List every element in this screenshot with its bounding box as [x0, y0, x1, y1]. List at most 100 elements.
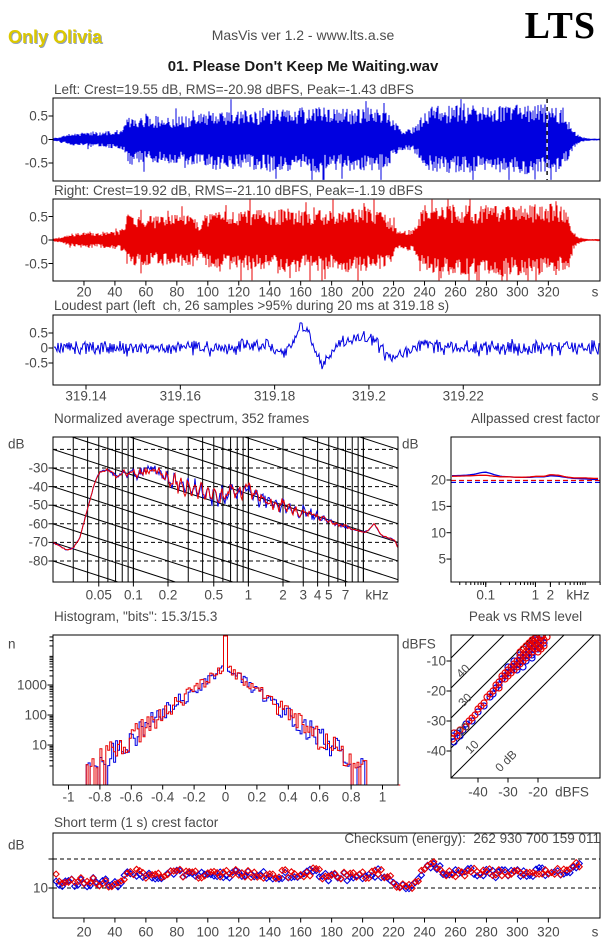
peak-vs-rms-title: Peak vs RMS level [468, 609, 583, 624]
tick-label: 160 [289, 924, 312, 940]
tick-label: -0.2 [182, 789, 206, 805]
histogram-right-steps [52, 635, 401, 786]
tick-label: 200 [351, 924, 374, 940]
peak-rms-point-left [525, 642, 533, 650]
tick-label: -30 [28, 460, 48, 476]
peak-rms-point-right [492, 681, 500, 689]
checksum-value: 262 930 700 159 011 [473, 831, 600, 846]
tick-label: -1 [62, 789, 75, 805]
tick-label: 0 [40, 131, 48, 147]
peak-rms-point-left [468, 717, 476, 725]
tick-label: 2 [546, 587, 555, 603]
tick-label: -0.5 [24, 155, 48, 171]
tick-label: -50 [28, 497, 48, 513]
tick-label: 220 [382, 284, 405, 300]
tick-label: 0 [40, 340, 48, 356]
peak-rms-point-right [526, 640, 535, 649]
app-version-text: MasVis ver 1.2 - www.lts.a.se [211, 27, 395, 43]
tick-label: 160 [289, 284, 312, 300]
peak-rms-point-right [474, 705, 482, 713]
tick-label: 140 [258, 284, 281, 300]
tick-label: -0.4 [151, 789, 175, 805]
tick-label: -60 [28, 516, 48, 532]
tick-label: -40 [28, 478, 48, 494]
peak-rms-point-right [462, 723, 470, 731]
tick-label: 7 [341, 587, 350, 603]
allpassed-ylabel: dB [402, 436, 419, 452]
tick-label: 1 [244, 587, 253, 603]
tick-label: 319.14 [65, 388, 107, 404]
tick-label: 0.1 [123, 587, 143, 603]
tick-label: 20 [76, 924, 92, 940]
tick-label: 319.2 [352, 388, 386, 404]
tick-label: 220 [382, 924, 405, 940]
peak-rms-point-right [465, 717, 473, 725]
tick-label: 280 [475, 924, 498, 940]
tick-label: 20 [430, 472, 446, 488]
short-term-crest-title: Short term (1 s) crest factor [54, 815, 219, 830]
tick-label: -20 [528, 784, 548, 800]
tick-label: -0.5 [24, 255, 48, 271]
tick-label: -0.5 [24, 355, 48, 371]
tick-label: -40 [468, 784, 488, 800]
tick-label: 0.5 [29, 325, 48, 341]
x-unit-label: s [591, 388, 599, 404]
tick-label: 200 [351, 284, 374, 300]
peak-rms-point-left [510, 657, 518, 665]
tick-label: 0.5 [29, 208, 48, 224]
tick-label: -80 [28, 553, 48, 569]
tick-label: 0.4 [278, 789, 298, 805]
tick-label: 5 [324, 587, 333, 603]
tick-label: 5 [438, 551, 446, 567]
app-logo: Only Olivia [8, 27, 103, 47]
peak-rms-point-left [513, 666, 521, 674]
tick-label: 319.22 [442, 388, 484, 404]
peak-rms-point-right [483, 693, 491, 701]
tick-label: 15 [430, 498, 446, 514]
right-waveform-trace [53, 199, 600, 281]
tick-label: -20 [426, 683, 446, 699]
tick-label: 319.16 [159, 388, 201, 404]
tick-label: 300 [506, 284, 529, 300]
tick-label: 180 [320, 284, 343, 300]
allpassed-crest-title: Allpassed crest factor [470, 411, 600, 426]
spectrum-left-trace [53, 464, 398, 551]
tick-label: 180 [320, 924, 343, 940]
tick-label: 240 [413, 924, 436, 940]
tick-label: -30 [498, 784, 518, 800]
tick-label: 1 [531, 587, 540, 603]
tick-label: 40 [107, 924, 123, 940]
peak-rms-point-right [451, 735, 457, 743]
left-waveform-title: Left: Crest=19.55 dB, RMS=-20.98 dBFS, P… [54, 82, 414, 97]
tick-label: 0.05 [85, 587, 112, 603]
tick-label: 0 [40, 232, 48, 248]
tick-label: 0.5 [29, 108, 48, 124]
loudest-part-title: Loudest part (left ch, 26 samples >95% d… [54, 298, 450, 313]
tick-label: 3 [299, 587, 308, 603]
tick-label: 100 [196, 924, 220, 940]
tick-label: 280 [475, 284, 498, 300]
tick-label: -10 [426, 653, 446, 669]
spectrum-right-trace [53, 466, 398, 551]
tick-label: -70 [28, 534, 48, 550]
tick-label: 0.6 [310, 789, 330, 805]
checksum-label: Checksum (energy): [344, 831, 466, 846]
tick-label: 319.18 [253, 388, 296, 404]
tick-label: 0 [221, 789, 230, 805]
tick-label: 120 [227, 284, 251, 300]
x-unit-label: s [591, 284, 599, 300]
tick-label: -0.8 [88, 789, 112, 805]
tick-label: 4 [313, 587, 322, 603]
tick-label: 240 [413, 284, 436, 300]
tick-label: 80 [169, 924, 185, 940]
x-unit-label: kHz [365, 587, 389, 603]
loudest-part-trace [53, 322, 600, 370]
checksum: Checksum (energy): 262 930 700 159 011 [329, 816, 600, 861]
tick-label: 320 [537, 924, 560, 940]
x-unit-label: kHz [566, 587, 590, 603]
tick-label: 60 [138, 284, 154, 300]
tick-label: 140 [258, 924, 281, 940]
x-unit-label: dBFS [555, 784, 589, 800]
histogram-ylabel: n [8, 636, 16, 652]
